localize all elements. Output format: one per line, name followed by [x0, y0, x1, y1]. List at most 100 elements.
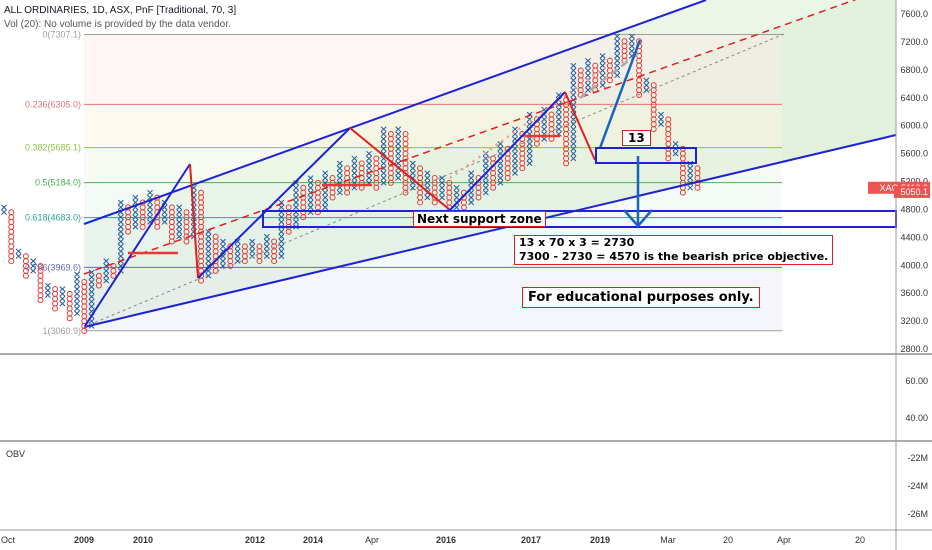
x-box [117, 199, 124, 206]
pnf-column-82 [599, 53, 606, 88]
x-box [366, 175, 372, 181]
o-box [8, 258, 15, 265]
x-box [249, 243, 256, 250]
x-box [380, 165, 387, 172]
x-box [380, 145, 387, 152]
o-box [227, 243, 234, 250]
leg-up-1 [84, 163, 191, 327]
x-box [44, 282, 51, 289]
x-box [497, 170, 504, 176]
time-tick-12: 20 [855, 535, 865, 545]
x-box [395, 141, 402, 147]
pnf-column-76 [555, 92, 562, 137]
o-box [37, 262, 44, 269]
x-box [293, 189, 299, 196]
x-box [336, 175, 343, 181]
price-tick-3: 6400.0 [900, 93, 928, 103]
x-box [614, 38, 621, 44]
o-box [8, 243, 15, 250]
x-box [439, 189, 445, 196]
x-box [380, 180, 387, 186]
x-box [628, 43, 635, 49]
time-tick-8: 2019 [590, 535, 610, 545]
o-box [22, 253, 29, 260]
o-box [650, 82, 657, 89]
x-box [570, 72, 577, 79]
x-box [570, 82, 577, 88]
x-box [570, 155, 577, 162]
x-box [263, 253, 270, 259]
o-box [37, 297, 44, 304]
x-box [205, 272, 212, 279]
x-box [614, 43, 621, 49]
price-tick-8: 4400.0 [900, 232, 928, 242]
x-box [74, 291, 80, 297]
x-box [555, 111, 562, 118]
x-box [541, 126, 548, 132]
x-box [380, 126, 387, 132]
x-box [205, 243, 212, 250]
x-box [117, 224, 124, 230]
x-box [293, 219, 299, 225]
x-box [30, 258, 37, 264]
x-box [409, 185, 416, 191]
o-box [37, 282, 44, 289]
x-box [88, 293, 95, 300]
obv-tick-2: -26M [907, 509, 928, 519]
x-box [380, 136, 387, 142]
x-box [395, 126, 402, 132]
x-box [395, 170, 402, 176]
x-box [380, 141, 387, 147]
x-box [395, 150, 402, 157]
x-box [59, 300, 66, 307]
x-box [132, 214, 139, 220]
x-box [117, 238, 124, 245]
x-box [585, 62, 591, 69]
x-box [453, 189, 460, 196]
x-box [74, 276, 80, 282]
x-box [424, 175, 431, 181]
x-box [526, 145, 533, 152]
fib-zone-0 [84, 34, 782, 105]
x-box [30, 263, 37, 269]
o-box [37, 277, 44, 284]
x-box [88, 279, 95, 285]
x-box [205, 233, 212, 240]
o-box [52, 305, 59, 312]
x-box [1, 209, 7, 215]
x-box [424, 194, 431, 201]
x-box [570, 77, 577, 84]
o-box [285, 204, 292, 211]
o-box [8, 223, 15, 230]
x-box [526, 136, 533, 142]
o-box [8, 218, 15, 225]
x-box [322, 175, 329, 181]
x-box [570, 116, 577, 123]
price-tick-2: 6800.0 [900, 65, 928, 75]
pnf-column-59 [431, 175, 438, 206]
x-box [307, 175, 314, 181]
time-tick-10: 20 [723, 535, 733, 545]
pnf-column-4 [30, 258, 37, 274]
x-box [672, 150, 679, 157]
x-box [205, 263, 212, 269]
x-box [555, 116, 562, 123]
obv-tick-1: -24M [907, 481, 928, 491]
o-box [8, 253, 15, 260]
o-box [8, 238, 15, 245]
x-box [132, 219, 139, 225]
pnf-column-23 [168, 204, 175, 245]
x-box [161, 209, 168, 215]
x-box [88, 274, 95, 280]
fib-label-6: 1(3060.9) [42, 326, 81, 336]
disclaimer-box: For educational purposes only. [522, 287, 760, 308]
o-box [490, 155, 497, 162]
x-box [88, 289, 95, 295]
x-box [570, 145, 577, 152]
column-count-label: 13 [622, 130, 651, 146]
x-box [322, 194, 329, 201]
o-box [66, 315, 73, 322]
x-box [526, 141, 533, 147]
